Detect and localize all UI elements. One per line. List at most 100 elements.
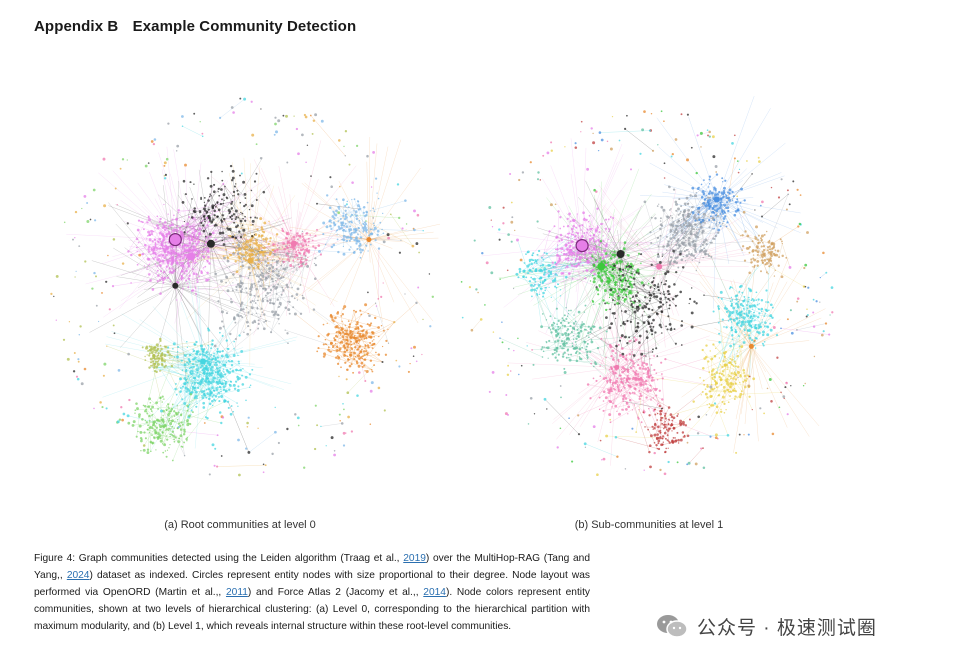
graph-node: [691, 195, 694, 197]
graph-edge: [336, 332, 360, 359]
graph-node: [231, 369, 235, 373]
graph-node: [119, 167, 122, 170]
graph-node: [243, 331, 245, 334]
graph-node: [347, 206, 350, 209]
graph-node: [415, 360, 418, 363]
graph-node: [224, 380, 228, 384]
graph-edge: [623, 273, 666, 280]
graph-node: [235, 270, 239, 273]
graph-node: [273, 259, 275, 261]
graph-node: [159, 437, 162, 440]
graph-node: [216, 347, 219, 350]
graph-node: [143, 265, 146, 267]
graph-node: [350, 231, 353, 234]
graph-node: [236, 313, 240, 317]
graph-edge: [262, 290, 284, 299]
graph-node: [595, 266, 598, 269]
graph-edge: [366, 161, 370, 240]
graph-edge: [599, 380, 643, 410]
graph-node: [209, 368, 213, 372]
graph-node: [113, 332, 116, 335]
graph-node: [357, 327, 360, 330]
graph-node: [148, 354, 151, 357]
graph-node: [292, 265, 294, 268]
graph-node: [163, 359, 166, 363]
graph-node: [327, 348, 330, 352]
graph-node: [264, 464, 267, 467]
graph-node: [359, 324, 362, 327]
graph-node: [262, 287, 265, 290]
graph-node: [182, 288, 184, 290]
graph-node: [614, 269, 616, 272]
graph-node: [350, 330, 353, 333]
graph-node: [349, 236, 352, 238]
graph-edge: [243, 218, 294, 244]
graph-node: [356, 321, 359, 324]
graph-node: [233, 221, 236, 224]
graph-edge: [174, 341, 204, 362]
graph-node: [278, 323, 280, 325]
graph-node: [244, 375, 248, 379]
graph-node: [191, 248, 195, 252]
graph-edge: [146, 252, 156, 268]
graph-node: [342, 444, 346, 447]
graph-node: [248, 208, 251, 211]
graph-node: [214, 238, 217, 241]
graph-edge: [556, 271, 605, 288]
graph-node: [68, 321, 71, 323]
graph-edge: [573, 234, 598, 241]
graph-edge: [571, 236, 576, 250]
graph-node: [227, 208, 231, 212]
graph-edge: [581, 214, 616, 246]
graph-edge: [649, 162, 717, 200]
graph-node: [322, 355, 326, 358]
graph-edge: [711, 374, 729, 397]
graph-node: [213, 352, 215, 355]
graph-node: [571, 253, 573, 255]
graph-edge: [603, 300, 637, 310]
graph-node: [630, 283, 633, 287]
graph-node: [624, 298, 628, 301]
graph-node: [362, 230, 365, 233]
graph-node: [148, 431, 151, 434]
graph-edge: [357, 327, 369, 354]
graph-node: [342, 338, 345, 341]
graph-node: [240, 291, 243, 294]
graph-edge: [544, 287, 582, 328]
graph-node: [301, 232, 304, 235]
graph-node: [567, 241, 570, 245]
graph-node: [209, 184, 213, 188]
graph-node: [571, 278, 574, 280]
graph-node: [151, 347, 155, 351]
graph-node: [202, 251, 204, 254]
graph-edge: [665, 424, 670, 442]
graph-node: [373, 339, 375, 341]
graph-edge: [623, 367, 642, 385]
graph-node: [186, 353, 188, 356]
graph-node: [417, 286, 420, 289]
graph-node: [170, 221, 173, 223]
graph-node: [127, 352, 130, 356]
graph-edge: [715, 330, 732, 349]
graph-node: [241, 212, 244, 215]
graph-node: [600, 253, 604, 257]
graph-node: [676, 240, 679, 243]
graph-node: [351, 198, 353, 201]
graph-node: [594, 259, 597, 262]
graph-node: [346, 368, 348, 371]
graph-edge: [749, 325, 752, 377]
graph-node: [261, 298, 264, 300]
graph-node: [221, 334, 224, 337]
graph-edge: [698, 188, 725, 219]
graph-node: [364, 350, 368, 353]
graph-node: [225, 369, 229, 372]
graph-node: [179, 377, 182, 381]
graph-node: [211, 220, 214, 222]
graph-node: [341, 313, 344, 316]
graph-node: [265, 240, 268, 242]
graph-node: [247, 277, 250, 279]
graph-edge: [139, 319, 204, 362]
graph-edge: [632, 366, 642, 379]
community-graph-level0: [45, 80, 440, 500]
graph-node: [208, 262, 211, 265]
